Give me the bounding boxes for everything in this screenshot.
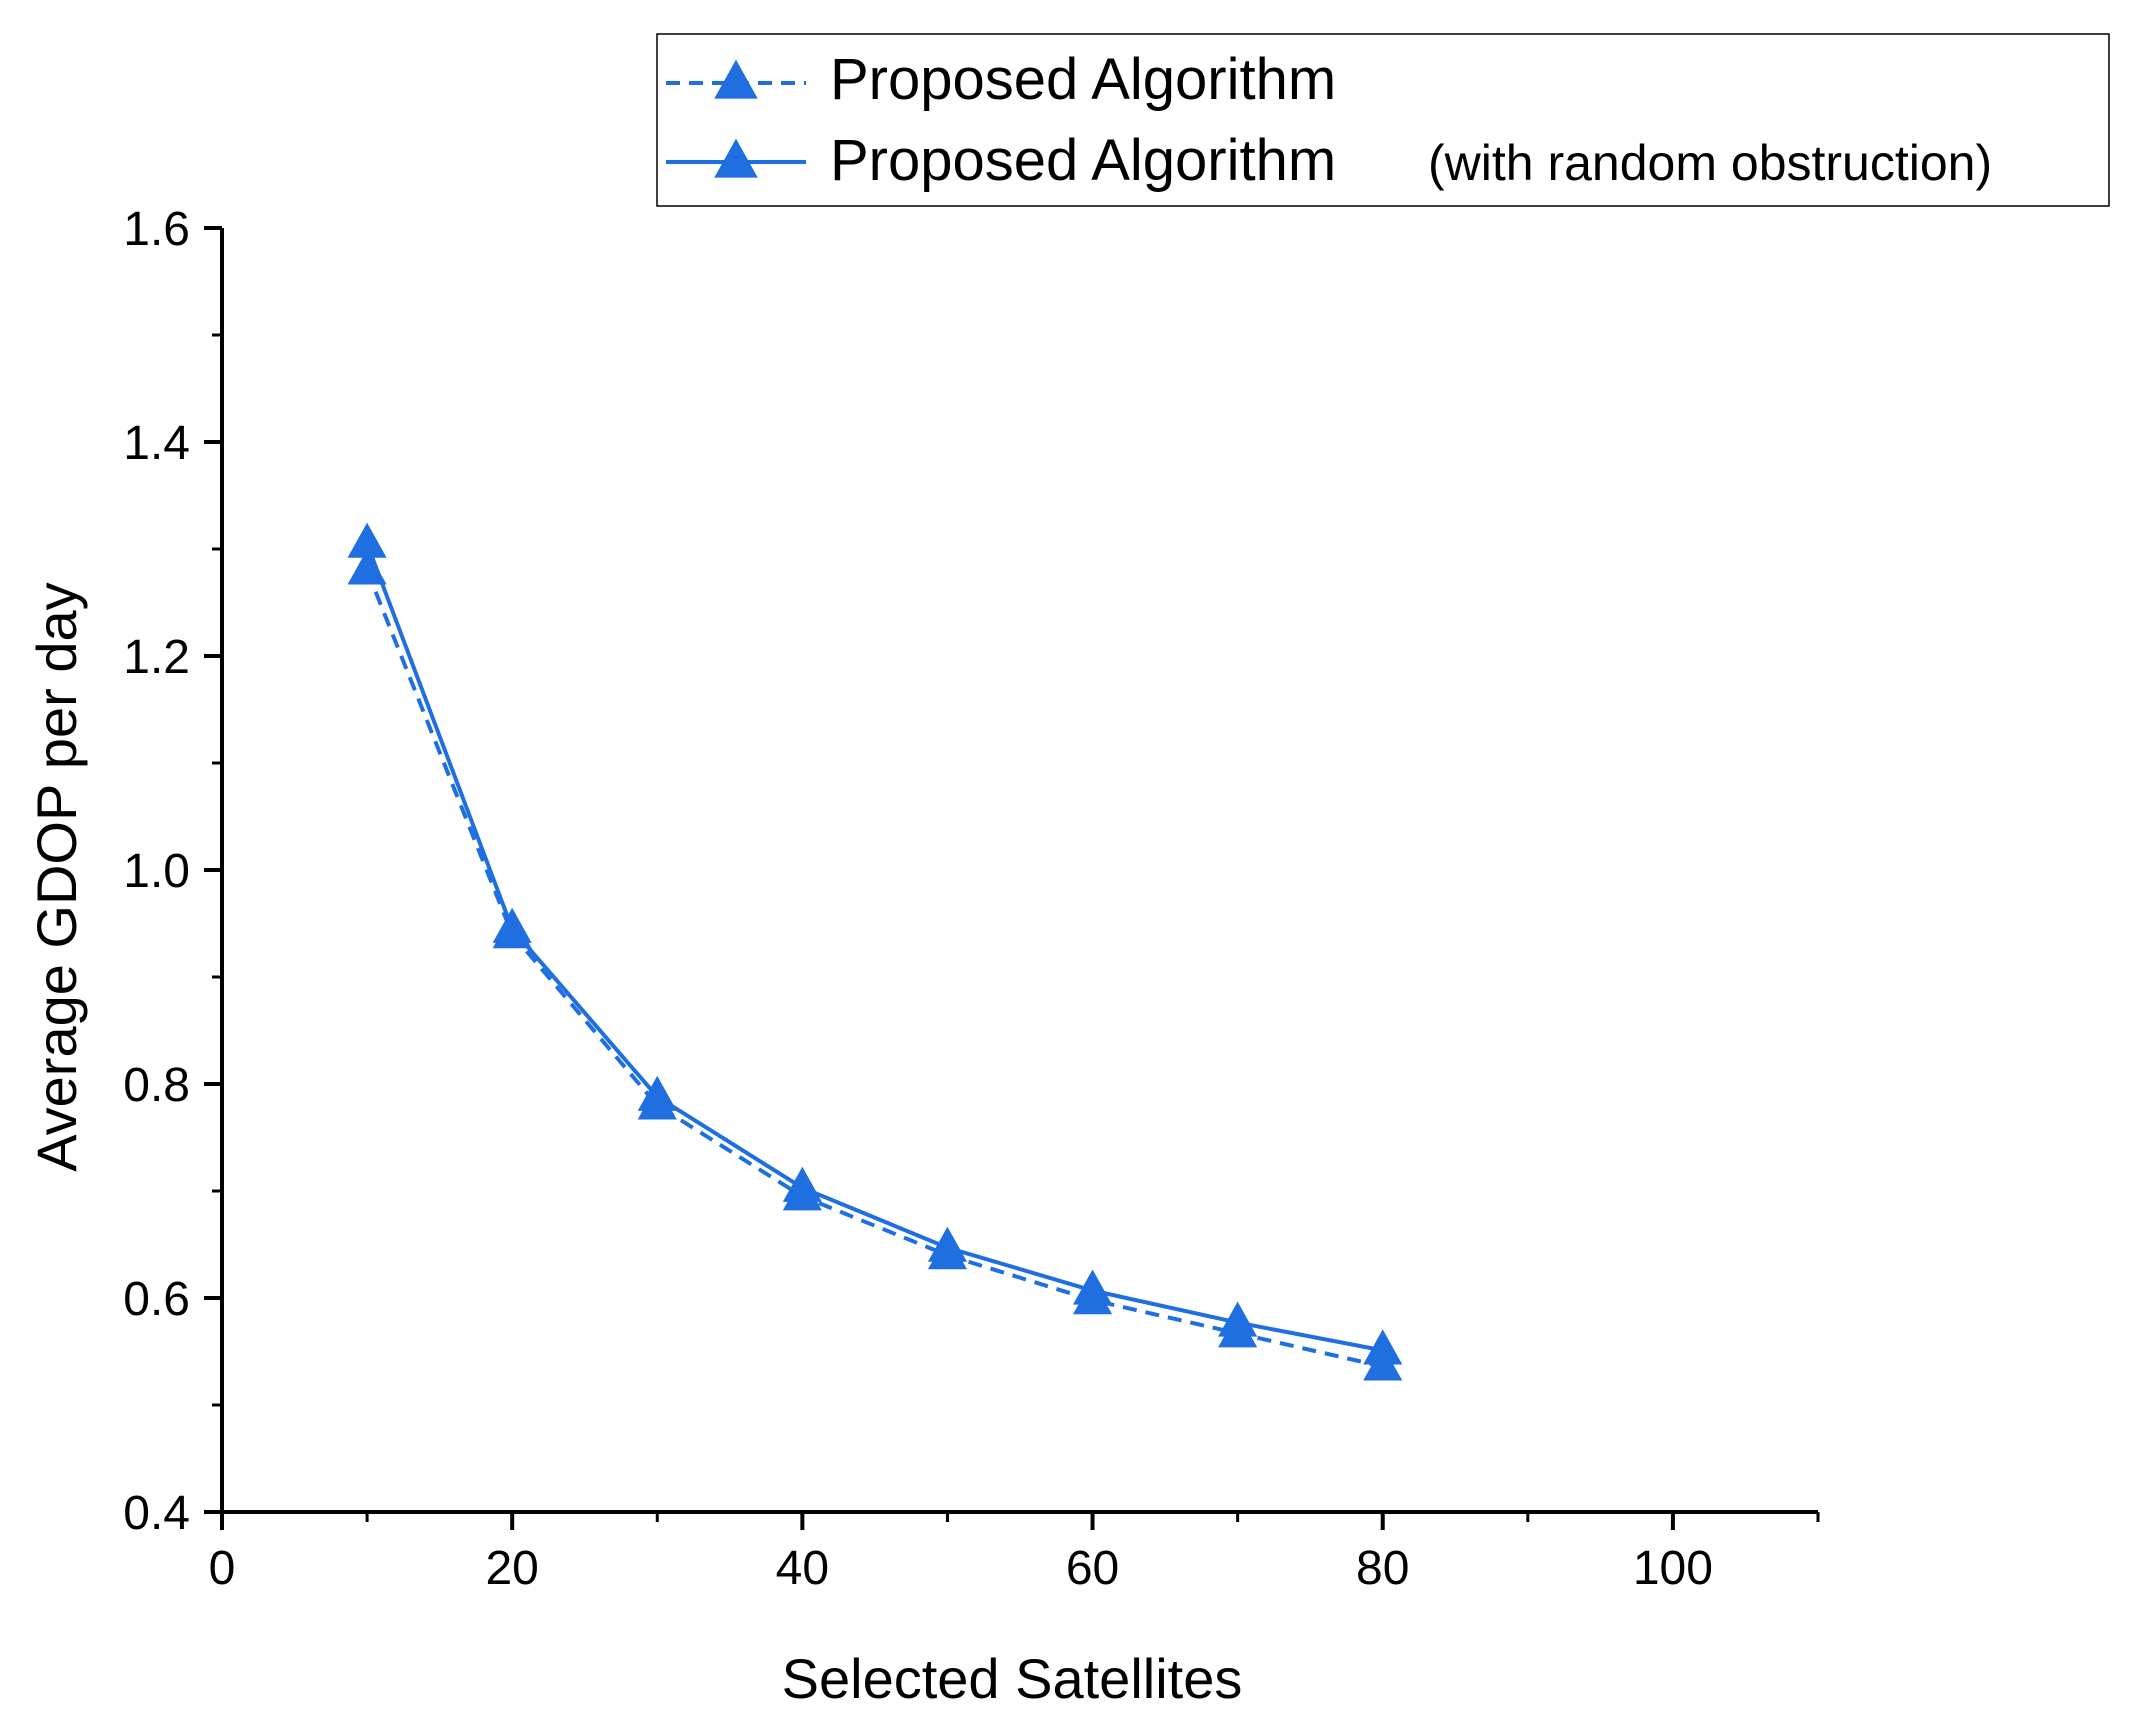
x-tick-label: 80 bbox=[1356, 1542, 1409, 1595]
y-tick-label: 0.6 bbox=[123, 1273, 190, 1326]
axes: 0 20 40 60 80 100 0.4 0.6 0.8 1.0 1.2 1.4 1.6 bbox=[123, 203, 1820, 1595]
legend-marker-2 bbox=[714, 138, 758, 178]
legend: Proposed Algorithm Proposed Algorithm (w… bbox=[656, 33, 2110, 207]
legend-label-1: Proposed Algorithm bbox=[830, 47, 1336, 112]
y-axis-title: Average GDOP per day bbox=[25, 582, 88, 1171]
series-2-line bbox=[365, 542, 1384, 1353]
y-tick-label: 1.4 bbox=[123, 417, 190, 470]
series-2-point bbox=[347, 522, 387, 558]
series-layer bbox=[347, 522, 1403, 1381]
series-1-line bbox=[365, 569, 1384, 1369]
y-tick-label: 0.8 bbox=[123, 1059, 190, 1112]
series-2-point bbox=[782, 1166, 822, 1202]
x-tick-label: 100 bbox=[1633, 1542, 1713, 1595]
series-1 bbox=[347, 549, 1403, 1381]
x-tick-label: 20 bbox=[485, 1542, 538, 1595]
series-2-point bbox=[1072, 1269, 1113, 1305]
series-2-point bbox=[492, 907, 532, 943]
legend-marker-1 bbox=[714, 59, 758, 99]
series-2-point bbox=[637, 1075, 677, 1111]
legend-label-2-suffix: (with random obstruction) bbox=[1428, 135, 1992, 191]
series-2-point bbox=[927, 1226, 968, 1262]
x-tick-label: 0 bbox=[209, 1542, 236, 1595]
x-axis-title: Selected Satellites bbox=[782, 1647, 1243, 1710]
legend-label-2: Proposed Algorithm bbox=[830, 128, 1336, 193]
y-tick-label: 1.2 bbox=[123, 631, 190, 684]
series-2 bbox=[347, 522, 1403, 1365]
x-tick-label: 60 bbox=[1066, 1542, 1119, 1595]
series-2-point bbox=[1218, 1301, 1258, 1337]
legend-box bbox=[656, 33, 2110, 207]
series-2-point bbox=[1363, 1329, 1403, 1365]
y-tick-label: 0.4 bbox=[123, 1487, 190, 1540]
x-tick-label: 40 bbox=[776, 1542, 829, 1595]
y-tick-label: 1.6 bbox=[123, 203, 190, 256]
y-tick-label: 1.0 bbox=[123, 845, 190, 898]
